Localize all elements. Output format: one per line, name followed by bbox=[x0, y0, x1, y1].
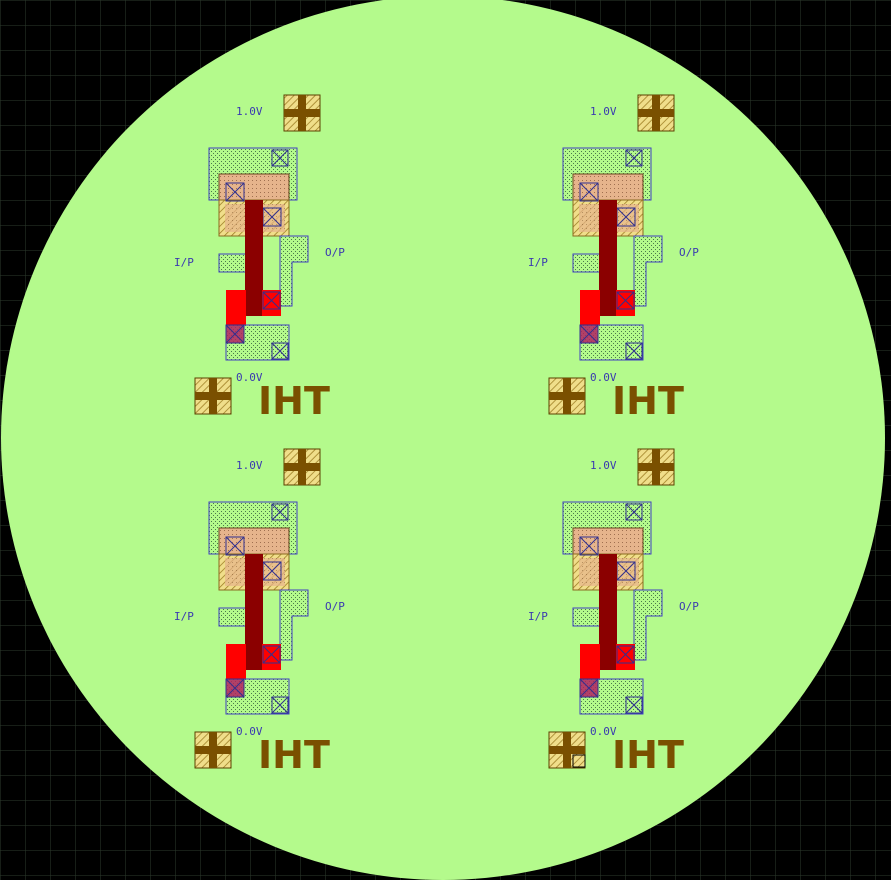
gnd-pad-bar-h bbox=[195, 392, 231, 400]
vdd-contact bbox=[625, 503, 643, 521]
gnd-pad-bar-h bbox=[549, 392, 585, 400]
gnd-contact-right-x2 bbox=[625, 696, 643, 714]
pmos-contact-right-x2 bbox=[616, 561, 636, 581]
gnd-label: 0.0V bbox=[590, 371, 617, 384]
gnd-contact-right bbox=[271, 696, 289, 714]
gnd-contact-left bbox=[225, 678, 245, 698]
nmos-contact-right bbox=[616, 645, 635, 664]
vdd-contact bbox=[271, 503, 289, 521]
gnd-pad-bar-h bbox=[195, 746, 231, 754]
pmos-contact-right-x2 bbox=[616, 207, 636, 227]
gnd-contact-left bbox=[579, 678, 599, 698]
vdd-contact bbox=[271, 149, 289, 167]
vdd-pad-bar-h bbox=[284, 109, 320, 117]
iht-logo: IHT bbox=[612, 733, 684, 777]
nmos-contact-right-x2 bbox=[262, 645, 281, 664]
poly-gate bbox=[245, 554, 263, 670]
vdd-pad-bar-h bbox=[284, 463, 320, 471]
iht-logo: IHT bbox=[612, 379, 684, 423]
pmos-contact-left-x2 bbox=[225, 182, 245, 202]
pmos-contact-right-x2 bbox=[262, 207, 282, 227]
gnd-contact-left-x2 bbox=[225, 678, 245, 698]
vdd-pad-bar-h bbox=[638, 463, 674, 471]
vdd-contact-x2 bbox=[271, 149, 289, 167]
gnd-label: 0.0V bbox=[590, 725, 617, 738]
pmos-contact-left bbox=[579, 182, 599, 202]
vdd-contact-x2 bbox=[271, 503, 289, 521]
nmos-contact-right bbox=[262, 291, 281, 310]
nmos-contact-right-x2 bbox=[616, 645, 635, 664]
vdd-label: 1.0V bbox=[590, 459, 617, 472]
gnd-contact-left-x2 bbox=[225, 324, 245, 344]
gnd-contact-left-x2 bbox=[579, 678, 599, 698]
pmos-contact-left bbox=[225, 182, 245, 202]
gnd-contact-left-x2 bbox=[579, 324, 599, 344]
gnd-contact-right bbox=[271, 342, 289, 360]
pmos-contact-left-x2 bbox=[225, 536, 245, 556]
gnd-contact-right-x2 bbox=[271, 696, 289, 714]
nmos-contact-right bbox=[616, 291, 635, 310]
vdd-label: 1.0V bbox=[590, 105, 617, 118]
vdd-contact-x2 bbox=[625, 149, 643, 167]
gnd-pad-bar-h bbox=[549, 746, 585, 754]
gnd-contact-right-x2 bbox=[625, 342, 643, 360]
vdd-pad-bar-h bbox=[638, 109, 674, 117]
gnd-label: 0.0V bbox=[236, 725, 263, 738]
gnd-contact-right bbox=[625, 342, 643, 360]
gnd-contact-right bbox=[625, 696, 643, 714]
output-label: O/P bbox=[679, 600, 699, 613]
input-label: I/P bbox=[174, 256, 194, 269]
pmos-contact-left bbox=[579, 536, 599, 556]
input-label: I/P bbox=[174, 610, 194, 623]
nmos-contact-right bbox=[262, 645, 281, 664]
gnd-contact-left bbox=[579, 324, 599, 344]
pmos-diffusion bbox=[218, 173, 290, 203]
gnd-contact-left bbox=[225, 324, 245, 344]
pmos-contact-left-x2 bbox=[579, 536, 599, 556]
poly-gate bbox=[245, 200, 263, 316]
vdd-label: 1.0V bbox=[236, 459, 263, 472]
selection-marker[interactable] bbox=[572, 754, 586, 768]
pmos-contact-left-x2 bbox=[579, 182, 599, 202]
pmos-contact-left bbox=[225, 536, 245, 556]
pmos-contact-right-x2 bbox=[262, 561, 282, 581]
vdd-contact bbox=[625, 149, 643, 167]
nmos-contact-right-x2 bbox=[262, 291, 281, 310]
vdd-contact-x2 bbox=[625, 503, 643, 521]
nmos-contact-right-x2 bbox=[616, 291, 635, 310]
output-label: O/P bbox=[325, 600, 345, 613]
poly-gate bbox=[599, 554, 617, 670]
input-label: I/P bbox=[528, 610, 548, 623]
vdd-label: 1.0V bbox=[236, 105, 263, 118]
iht-logo: IHT bbox=[258, 379, 330, 423]
gnd-label: 0.0V bbox=[236, 371, 263, 384]
input-label: I/P bbox=[528, 256, 548, 269]
poly-gate bbox=[599, 200, 617, 316]
output-label: O/P bbox=[325, 246, 345, 259]
iht-logo: IHT bbox=[258, 733, 330, 777]
gnd-contact-right-x2 bbox=[271, 342, 289, 360]
output-label: O/P bbox=[679, 246, 699, 259]
